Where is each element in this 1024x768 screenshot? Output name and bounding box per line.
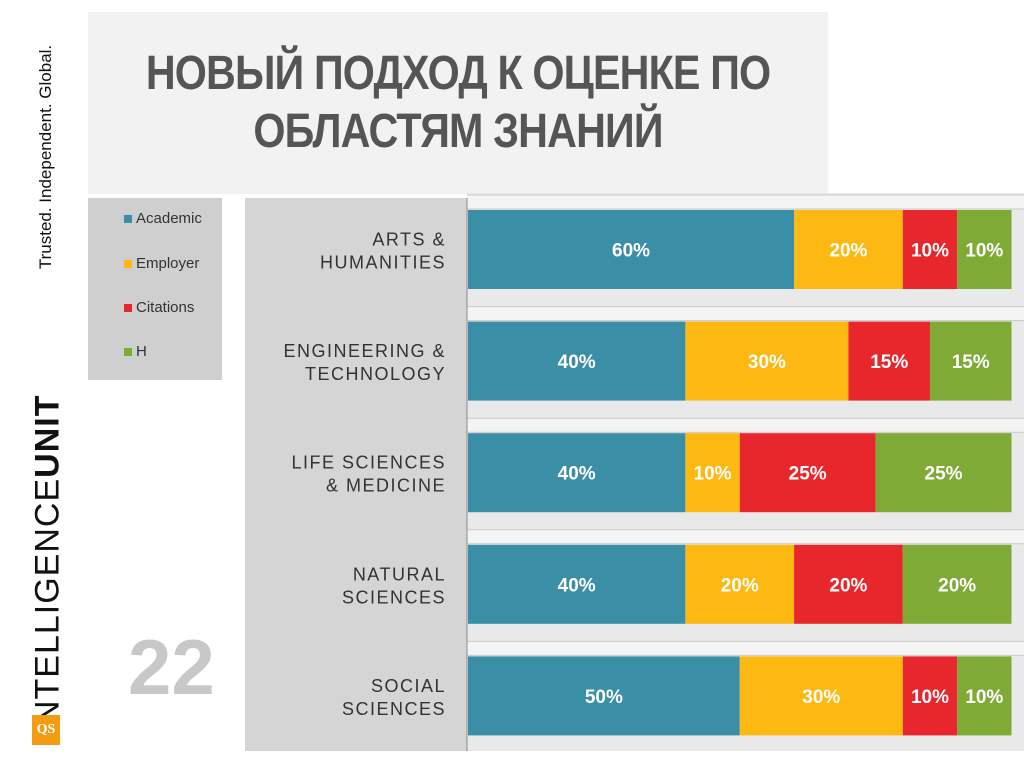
category-label: SCIENCES <box>342 587 446 607</box>
bar-segment <box>902 656 958 736</box>
brand-wordmark: INTELLIGENCEUNIT <box>29 395 68 736</box>
brand-wordmark-bold: UNIT <box>28 394 67 478</box>
data-label: 40% <box>558 352 596 373</box>
slide-title-line-2: ОБЛАСТЯМ ЗНАНИЙ <box>253 105 663 158</box>
title-panel: НОВЫЙ ПОДХОД К ОЦЕНКЕ ПО ОБЛАСТЯМ ЗНАНИЙ <box>88 12 828 194</box>
bar-segment <box>794 210 903 289</box>
data-label: 60% <box>612 241 650 262</box>
data-label: 10% <box>911 687 949 708</box>
category-label: TECHNOLOGY <box>305 364 446 384</box>
legend-swatch <box>124 259 132 268</box>
data-label: 10% <box>965 687 1003 708</box>
data-label: 40% <box>558 464 596 485</box>
data-label: 15% <box>870 352 908 373</box>
category-label: LIFE SCIENCES <box>291 453 446 473</box>
chart-legend: Academic Employer Citations H <box>88 198 222 380</box>
category-label: ARTS & <box>372 230 446 250</box>
gridline-band <box>467 529 1024 544</box>
legend-label: H <box>136 343 147 360</box>
category-label: HUMANITIES <box>320 253 446 273</box>
category-label: SOCIAL <box>371 676 446 696</box>
page-number: 22 <box>128 623 215 711</box>
data-label: 10% <box>911 241 949 262</box>
data-label: 20% <box>829 575 867 596</box>
category-label: ENGINEERING & <box>283 341 446 361</box>
data-label: 10% <box>965 241 1003 262</box>
data-label: 15% <box>952 352 990 373</box>
bar-segment <box>685 321 849 401</box>
gridline-band <box>467 641 1024 656</box>
data-label: 50% <box>585 687 623 708</box>
category-label: SCIENCES <box>342 699 446 719</box>
bar-segment <box>468 656 740 736</box>
bar-segment <box>957 656 1012 736</box>
legend-swatch <box>124 347 132 356</box>
qs-logo-icon: QS <box>32 715 60 745</box>
data-label: 30% <box>802 687 840 708</box>
legend-label: Employer <box>136 255 200 272</box>
bar-segment <box>468 433 686 513</box>
data-label: 25% <box>789 464 827 485</box>
tagline: Trusted. Independent. Global. <box>24 12 68 302</box>
brand-wordmark-thin: INTELLIGENCE <box>28 477 67 736</box>
bar-segment <box>685 544 795 624</box>
bar-segment <box>902 210 958 289</box>
data-label: 20% <box>829 241 867 262</box>
bar-segment <box>957 210 1012 289</box>
data-label: 20% <box>938 575 976 596</box>
data-label: 30% <box>748 352 786 373</box>
stacked-bar-chart: 60% 20% 10% 10% ARTS & HUMANITIES 40% 30% 15% 15%… <box>245 193 1024 751</box>
bar-segment <box>468 210 795 289</box>
bar-segment <box>739 656 903 736</box>
bar-segment <box>902 544 1012 624</box>
legend-label: Citations <box>136 299 195 316</box>
legend-item: Citations <box>124 299 194 316</box>
legend-swatch <box>124 303 132 312</box>
bar-segment <box>468 321 686 401</box>
legend-item: H <box>124 343 147 360</box>
gridline-band <box>467 306 1024 321</box>
category-label-area <box>245 198 467 751</box>
gridline-band <box>467 195 1024 209</box>
data-label: 40% <box>558 575 596 596</box>
legend-swatch <box>124 214 132 223</box>
legend-item: Employer <box>124 255 199 272</box>
data-label: 20% <box>721 575 759 596</box>
bar-segment <box>468 544 686 624</box>
legend-item: Academic <box>124 210 202 227</box>
tagline-text: Trusted. Independent. Global. <box>36 44 55 270</box>
category-label: & MEDICINE <box>326 476 446 496</box>
slide-title: НОВЫЙ ПОДХОД К ОЦЕНКЕ ПО ОБЛАСТЯМ ЗНАНИЙ <box>145 45 771 161</box>
bar-segment <box>875 433 1012 513</box>
bar-segment <box>739 433 876 513</box>
bar-segment <box>794 544 903 624</box>
slide-title-line-1: НОВЫЙ ПОДХОД К ОЦЕНКЕ ПО <box>145 47 771 100</box>
gridline-band <box>467 418 1024 433</box>
bar-segment <box>685 433 740 513</box>
bar-segment <box>848 321 930 401</box>
brand-logo: INTELLIGENCEUNIT QS <box>22 385 74 750</box>
bar-segment <box>929 321 1012 401</box>
data-label: 10% <box>694 464 732 485</box>
legend-label: Academic <box>136 210 202 227</box>
category-label: NATURAL <box>353 564 446 584</box>
data-label: 25% <box>925 464 963 485</box>
